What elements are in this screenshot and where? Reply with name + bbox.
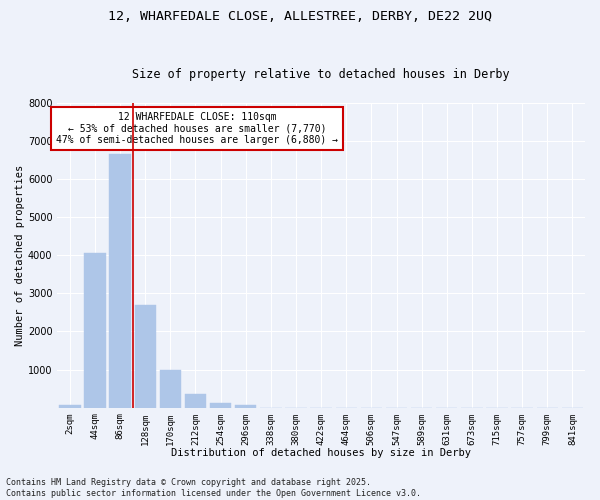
Text: Contains HM Land Registry data © Crown copyright and database right 2025.
Contai: Contains HM Land Registry data © Crown c… — [6, 478, 421, 498]
X-axis label: Distribution of detached houses by size in Derby: Distribution of detached houses by size … — [171, 448, 471, 458]
Bar — [134, 305, 156, 408]
Bar — [210, 403, 231, 407]
Text: 12, WHARFEDALE CLOSE, ALLESTREE, DERBY, DE22 2UQ: 12, WHARFEDALE CLOSE, ALLESTREE, DERBY, … — [108, 10, 492, 23]
Bar — [109, 154, 131, 408]
Bar — [185, 394, 206, 407]
Bar — [84, 254, 106, 408]
Y-axis label: Number of detached properties: Number of detached properties — [15, 164, 25, 346]
Title: Size of property relative to detached houses in Derby: Size of property relative to detached ho… — [133, 68, 510, 81]
Bar — [59, 405, 80, 407]
Text: 12 WHARFEDALE CLOSE: 110sqm
← 53% of detached houses are smaller (7,770)
47% of : 12 WHARFEDALE CLOSE: 110sqm ← 53% of det… — [56, 112, 338, 146]
Bar — [160, 370, 181, 408]
Bar — [235, 405, 256, 407]
